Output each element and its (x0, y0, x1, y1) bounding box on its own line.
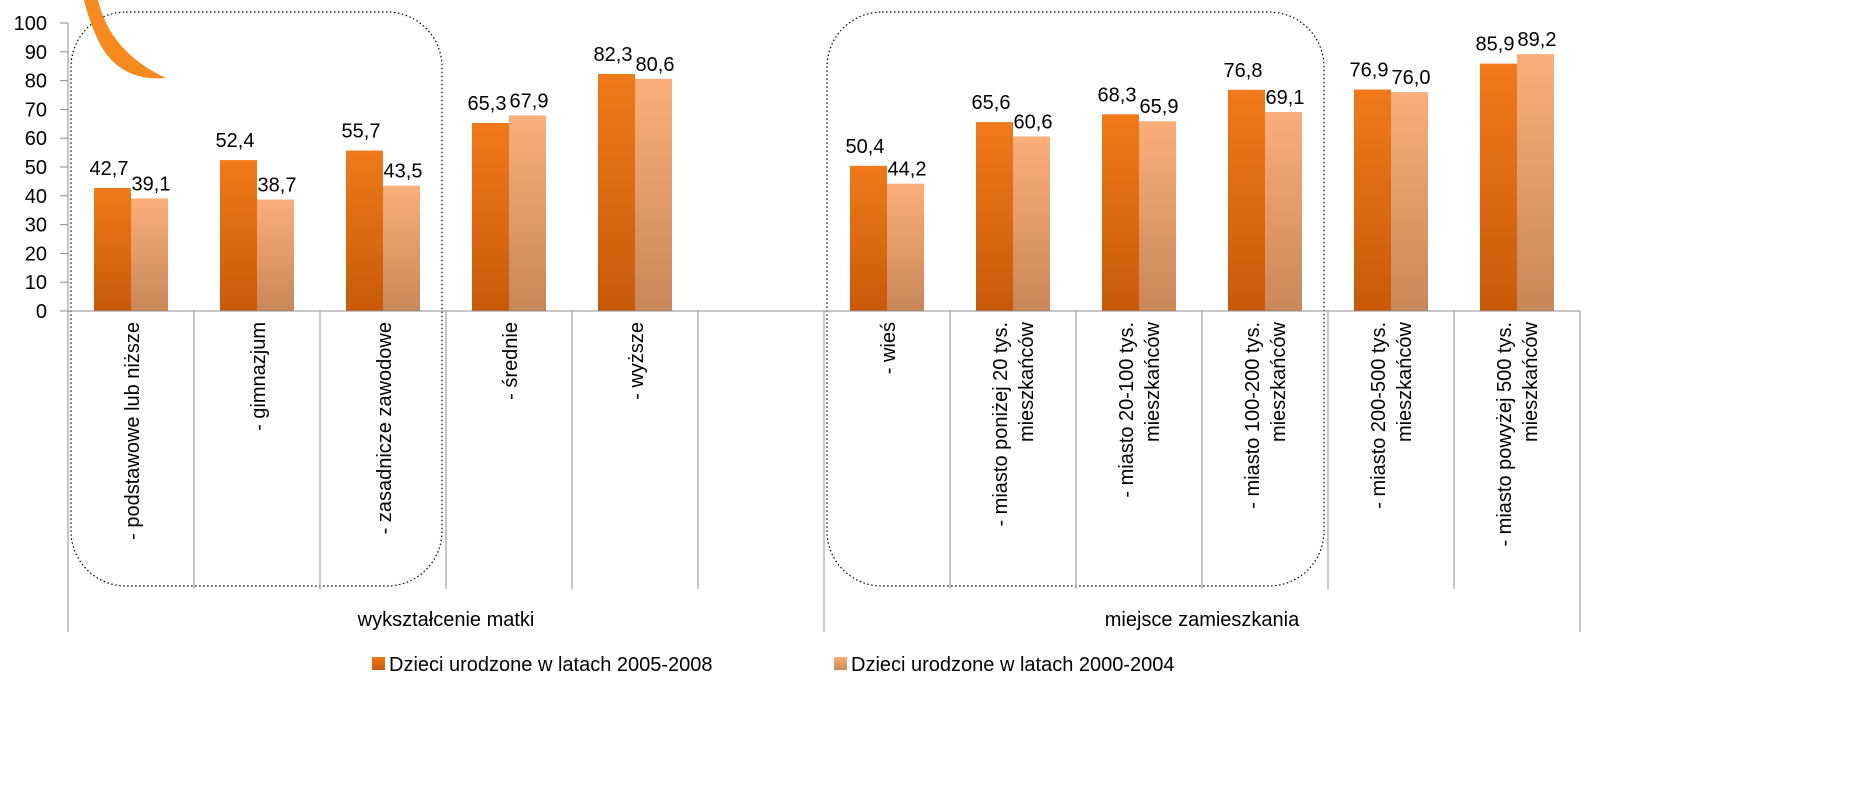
bar-series1-cat1 (94, 188, 131, 311)
bar-series1-cat7 (850, 165, 887, 311)
y-tick-label: 60 (25, 128, 47, 150)
bar-series1-cat2 (220, 160, 257, 311)
y-tick-label: 30 (25, 215, 47, 237)
bar-series2-cat7 (887, 183, 924, 311)
category-label: mieszkańców (1016, 321, 1038, 442)
bar-series2-cat9 (1139, 121, 1176, 311)
data-label: 85,9 (1476, 34, 1515, 56)
data-label: 43,5 (384, 161, 423, 183)
y-tick-label: 80 (25, 71, 47, 93)
data-label: 76,0 (1392, 67, 1431, 89)
data-label: 39,1 (132, 173, 171, 195)
highlight-box-1 (70, 11, 443, 587)
bar-series1-cat11 (1354, 89, 1391, 311)
category-label: - średnie (500, 322, 522, 400)
bar-series2-cat2 (257, 199, 294, 311)
bar-series2-cat3 (383, 185, 420, 311)
legend-item-series2-label: Dzieci urodzone w latach 2000-2004 (851, 654, 1175, 676)
data-label: 89,2 (1518, 29, 1557, 51)
group-label-2: miejsce zamieszkania (1105, 609, 1300, 631)
category-label: - miasto 20-100 tys. (1116, 322, 1138, 498)
y-tick-label: 90 (25, 42, 47, 64)
category-label: mieszkańców (1142, 321, 1164, 442)
y-tick-label: 70 (25, 99, 47, 121)
bar-series2-cat1 (131, 198, 168, 311)
bar-series1-cat4 (472, 122, 509, 311)
category-label: - miasto 200-500 tys. (1368, 322, 1390, 509)
legend-item-series1-label: Dzieci urodzone w latach 2005-2008 (389, 654, 713, 676)
decorative-swoosh-icon (84, 0, 166, 79)
y-tick-label: 50 (25, 157, 47, 179)
category-label: - miasto powyżej 500 tys. (1494, 322, 1516, 547)
data-label: 76,9 (1350, 60, 1389, 82)
bar-series2-cat11 (1391, 92, 1428, 312)
y-tick-label: 10 (25, 272, 47, 294)
bar-series2-cat12 (1517, 54, 1554, 311)
data-label: 80,6 (636, 54, 675, 76)
y-tick-label: 0 (36, 301, 47, 323)
data-label: 68,3 (1098, 84, 1137, 106)
data-label: 65,9 (1140, 96, 1179, 118)
data-label: 65,6 (972, 92, 1011, 114)
y-tick-label: 100 (14, 13, 47, 35)
category-label: - miasto 100-200 tys. (1242, 322, 1264, 509)
data-label: 76,8 (1224, 60, 1263, 82)
bar-series1-cat8 (976, 122, 1013, 312)
category-label: - miasto poniżej 20 tys. (990, 322, 1012, 527)
category-label: mieszkańców (1520, 321, 1542, 442)
bar-series1-cat12 (1480, 63, 1517, 311)
bar-series1-cat5 (598, 73, 635, 311)
category-label: - zasadnicze zawodowe (374, 322, 396, 534)
bar-series2-cat8 (1013, 136, 1050, 311)
category-label: mieszkańców (1394, 321, 1416, 442)
data-label: 50,4 (846, 136, 885, 158)
category-label: - wieś (878, 322, 900, 374)
data-label: 67,9 (510, 90, 549, 112)
category-label: - gimnazjum (248, 322, 270, 431)
y-tick-label: 40 (25, 186, 47, 208)
category-label: mieszkańców (1268, 321, 1290, 442)
data-label: 60,6 (1014, 111, 1053, 133)
data-label: 44,2 (888, 159, 927, 181)
data-label: 42,7 (90, 158, 129, 180)
bar-series1-cat3 (346, 150, 383, 311)
data-label: 52,4 (216, 130, 255, 152)
bar-series2-cat5 (635, 78, 672, 311)
data-label: 55,7 (342, 121, 381, 143)
legend-item-series1-swatch (372, 657, 385, 670)
data-label: 82,3 (594, 44, 633, 66)
data-label: 69,1 (1266, 87, 1305, 109)
bar-series2-cat10 (1265, 111, 1302, 311)
group-label-1: wykształcenie matki (357, 609, 535, 631)
bar-series1-cat9 (1102, 114, 1139, 312)
data-label: 65,3 (468, 93, 507, 115)
category-label: - wyższe (626, 322, 648, 400)
y-tick-label: 20 (25, 243, 47, 265)
bar-series1-cat10 (1228, 89, 1265, 311)
legend-item-series2-swatch (834, 657, 847, 670)
category-label: - podstawowe lub niższe (122, 322, 144, 540)
data-label: 38,7 (258, 175, 297, 197)
bar-series2-cat4 (509, 115, 546, 311)
